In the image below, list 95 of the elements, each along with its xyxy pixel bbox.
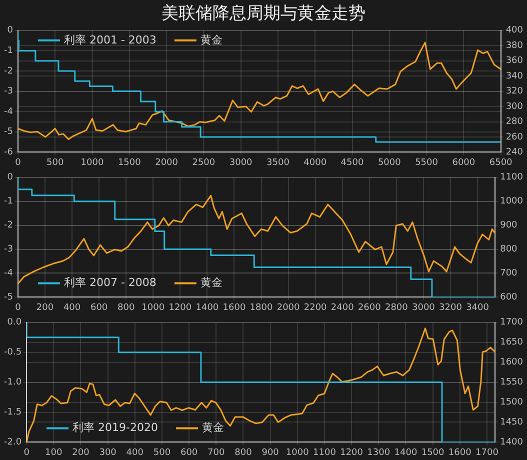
x-tick-label: 3000 bbox=[229, 158, 253, 168]
y2-tick-label: 1500 bbox=[500, 398, 524, 408]
y2-tick-label: 800 bbox=[500, 244, 518, 255]
x-tick-label: 1000 bbox=[80, 158, 104, 168]
y-tick-label: 0 bbox=[7, 172, 14, 183]
x-tick-label: 300 bbox=[99, 448, 117, 458]
x-tick-label: 1700 bbox=[476, 448, 499, 458]
y2-tick-label: 1650 bbox=[500, 338, 524, 348]
x-tick-label: 500 bbox=[153, 448, 171, 458]
x-tick-label: 1400 bbox=[394, 448, 418, 458]
y-tick-label: -5 bbox=[4, 292, 13, 303]
legend-label: 利率 2019-2020 bbox=[72, 421, 158, 434]
legend-label: 黄金 bbox=[200, 276, 222, 290]
x-tick-label: 1000 bbox=[286, 448, 310, 458]
x-tick-label: 2500 bbox=[192, 158, 216, 168]
x-tick-label: 1500 bbox=[421, 448, 445, 458]
x-tick-label: 1200 bbox=[340, 448, 364, 458]
x-tick-label: 1800 bbox=[250, 302, 273, 313]
x-tick-label: 400 bbox=[126, 448, 144, 458]
y-tick-label: -1 bbox=[4, 196, 13, 207]
x-tick-label: 1300 bbox=[367, 448, 390, 458]
x-tick-label: 1600 bbox=[448, 448, 472, 458]
x-tick-label: 600 bbox=[90, 302, 108, 313]
y2-tick-label: 280 bbox=[506, 117, 524, 128]
y-tick-label: -0.5 bbox=[4, 348, 22, 358]
x-tick-label: 900 bbox=[262, 448, 280, 458]
y2-tick-label: 700 bbox=[500, 268, 518, 279]
legend-label: 黄金 bbox=[200, 33, 222, 46]
y2-tick-label: 380 bbox=[506, 40, 524, 51]
x-tick-label: 5000 bbox=[378, 158, 402, 168]
y-tick-label: -3 bbox=[4, 244, 13, 255]
x-tick-label: 4000 bbox=[304, 158, 327, 168]
y2-tick-label: 240 bbox=[506, 148, 524, 158]
x-tick-label: 100 bbox=[45, 448, 62, 458]
y-tick-label: -1.0 bbox=[4, 378, 22, 388]
x-tick-label: 6000 bbox=[452, 158, 476, 168]
x-tick-label: 1400 bbox=[196, 302, 219, 313]
y2-tick-label: 1100 bbox=[500, 172, 524, 183]
x-tick-label: 600 bbox=[180, 448, 198, 458]
y2-tick-label: 1550 bbox=[500, 378, 524, 388]
x-tick-label: 200 bbox=[36, 302, 54, 313]
y2-tick-label: 340 bbox=[506, 71, 524, 82]
x-tick-label: 0 bbox=[24, 448, 30, 458]
x-tick-label: 1200 bbox=[168, 302, 192, 313]
legend-label: 黄金 bbox=[202, 421, 224, 434]
x-tick-label: 1100 bbox=[313, 448, 336, 458]
y2-tick-label: 1400 bbox=[500, 438, 524, 448]
x-tick-label: 3500 bbox=[266, 158, 290, 168]
y2-tick-label: 400 bbox=[506, 26, 524, 36]
x-tick-label: 2000 bbox=[155, 158, 178, 168]
y2-tick-label: 1700 bbox=[500, 318, 524, 328]
y-tick-label: 0.0 bbox=[7, 318, 22, 328]
y2-tick-label: 1450 bbox=[500, 418, 524, 428]
y2-tick-label: 1600 bbox=[500, 358, 524, 368]
y-tick-label: -1.5 bbox=[4, 408, 22, 418]
y2-tick-label: 900 bbox=[500, 220, 518, 231]
x-tick-label: 1500 bbox=[118, 158, 142, 168]
x-tick-label: 2800 bbox=[384, 302, 408, 313]
y-tick-label: -2 bbox=[4, 66, 13, 76]
x-tick-label: 200 bbox=[72, 448, 90, 458]
chart-title: 美联储降息周期与黄金走势 bbox=[162, 4, 366, 24]
legend-label: 利率 2001 - 2003 bbox=[64, 33, 156, 46]
y2-tick-label: 260 bbox=[506, 132, 524, 142]
y-tick-label: -5 bbox=[4, 127, 13, 138]
y-tick-label: -1 bbox=[4, 46, 13, 56]
y-tick-label: -4 bbox=[4, 268, 14, 279]
x-tick-label: 2600 bbox=[358, 302, 382, 313]
x-tick-label: 3000 bbox=[412, 302, 436, 313]
y2-tick-label: 320 bbox=[506, 86, 524, 97]
x-tick-label: 3200 bbox=[439, 302, 462, 313]
legend-label: 利率 2007 - 2008 bbox=[64, 276, 156, 290]
y2-tick-label: 1000 bbox=[500, 196, 524, 207]
x-tick-label: 2200 bbox=[304, 302, 328, 313]
x-tick-label: 2000 bbox=[276, 302, 300, 313]
y-tick-label: 0 bbox=[7, 26, 14, 36]
x-tick-label: 800 bbox=[234, 448, 252, 458]
x-tick-label: 2400 bbox=[330, 302, 354, 313]
y2-tick-label: 300 bbox=[506, 102, 524, 112]
y2-tick-label: 600 bbox=[500, 292, 518, 303]
x-tick-label: 1000 bbox=[142, 302, 165, 313]
y-tick-label: -6 bbox=[4, 148, 14, 158]
x-tick-label: 4500 bbox=[340, 158, 364, 168]
x-tick-label: 6500 bbox=[489, 158, 513, 168]
x-tick-label: 400 bbox=[63, 302, 81, 313]
x-tick-label: 700 bbox=[208, 448, 225, 458]
y-tick-label: -4 bbox=[4, 106, 14, 117]
x-tick-label: 3400 bbox=[466, 302, 490, 313]
y2-tick-label: 360 bbox=[506, 56, 524, 66]
x-tick-label: 1600 bbox=[222, 302, 246, 313]
x-tick-label: 5500 bbox=[415, 158, 438, 168]
y-tick-label: -2.0 bbox=[4, 438, 22, 448]
x-tick-label: 800 bbox=[118, 302, 135, 313]
y-tick-label: -3 bbox=[4, 86, 13, 97]
x-tick-label: 500 bbox=[46, 158, 64, 168]
y-tick-label: -2 bbox=[4, 220, 13, 231]
